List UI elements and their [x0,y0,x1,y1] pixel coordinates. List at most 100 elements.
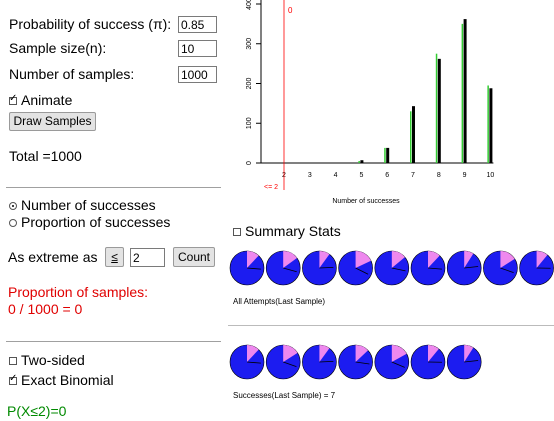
pie-marker [283,361,297,367]
two-sided-toggle[interactable]: Two-sided [9,352,85,368]
summary-stats-checkbox[interactable] [233,228,241,237]
pie-chart [410,344,446,380]
mode-proportion-option[interactable]: Proportion of successes [9,214,170,230]
pie-chart [302,344,337,380]
pie-chart [265,250,301,286]
pie-marker [246,267,261,270]
divider-1 [6,187,221,188]
x-tick-label: 10 [487,172,495,179]
x-tick-label: 3 [308,172,312,179]
histogram-bar [461,23,464,163]
pie-chart [229,250,265,286]
result-line-2: 0 / 1000 = 0 [8,301,83,317]
nsamp-label: Number of samples: [9,66,135,82]
extreme-value-input[interactable] [130,248,165,267]
x-tick-label: 5 [359,172,363,179]
pie-marker [464,266,479,269]
pie-slice [391,345,407,362]
all-attempts-caption: All Attempts(Last Sample) [233,297,326,306]
two-sided-label: Two-sided [21,352,85,368]
animate-label: Animate [21,92,73,108]
pie-marker [391,267,406,272]
pie-slice [247,251,259,268]
successes-pies [229,344,482,380]
histogram-bar [358,161,360,163]
pie-slice [247,345,259,362]
x-tick-label: 4 [334,172,338,179]
x-tick-label: 6 [385,172,389,179]
y-tick-label: 200 [246,78,253,90]
pie-chart [410,250,446,286]
nsamp-input[interactable] [178,66,217,83]
pie-slice [428,345,439,362]
size-input[interactable] [178,40,217,57]
summary-stats-label: Summary Stats [245,223,341,239]
pie-marker [500,267,514,273]
pie-marker [319,267,334,269]
pie-chart [446,250,482,286]
histogram-bar [412,106,415,163]
histogram-bar [463,19,467,164]
pie-slice [464,251,474,268]
histogram-bar [386,147,390,163]
histogram-bar [487,85,489,163]
pie-chart [229,344,265,380]
extreme-label: As extreme as [8,249,98,265]
prob-input[interactable] [178,16,217,33]
pie-slice [536,251,548,268]
pie-marker [319,361,334,363]
two-sided-checkbox[interactable] [9,357,17,366]
successes-radio[interactable] [9,202,17,211]
prob-label: Probability of success (π): [9,16,172,32]
size-label: Sample size(n): [9,40,107,56]
pie-slice [283,345,298,362]
successes-label: Number of successes [21,197,156,213]
pie-chart [302,250,337,286]
pie-body [302,344,337,380]
y-tick-label: 300 [246,38,253,50]
cutoff-value-label: <= 2 [264,184,278,191]
pie-slice [428,251,440,268]
pie-chart [265,344,301,380]
y-tick-label: 400 [246,0,253,10]
mode-successes-option[interactable]: Number of successes [9,197,156,213]
probability-text: P(X≤2)=0 [7,403,67,419]
all-attempts-pies [229,250,554,286]
pie-chart [483,250,518,286]
x-tick-label: 7 [411,172,415,179]
x-tick-label: 8 [437,172,441,179]
y-tick-label: 0 [246,161,253,165]
histogram-bar [437,58,441,164]
draw-samples-button[interactable]: Draw Samples [9,112,96,131]
pie-slice [283,251,297,268]
histogram-bar [410,111,412,163]
pie-slice [319,345,330,362]
pie-chart [446,344,482,380]
pie-chart [519,250,554,286]
total-text: Total =1000 [9,148,82,164]
proportion-radio[interactable] [9,219,17,228]
x-axis-label: Number of successes [332,198,400,205]
pie-chart [338,344,373,380]
pie-chart [374,250,410,286]
histogram-bar [384,147,386,163]
successes-caption: Successes(Last Sample) = 7 [233,391,336,400]
animate-toggle[interactable]: Animate [9,92,72,108]
pie-chart [338,250,373,286]
pie-marker [246,361,261,364]
count-button[interactable]: Count [173,247,215,267]
pie-slice [319,251,330,268]
summary-stats-toggle[interactable]: Summary Stats [233,223,341,239]
exact-binomial-checkbox[interactable] [9,373,17,386]
histogram-bar [435,53,438,163]
exact-binomial-label: Exact Binomial [21,372,114,388]
pie-slice [355,345,368,362]
pie-marker [355,267,369,275]
exact-binomial-toggle[interactable]: Exact Binomial [9,372,114,388]
y-tick-label: 100 [246,117,253,129]
pie-marker [355,361,370,365]
pie-marker [464,360,479,363]
animate-checkbox[interactable] [9,93,17,106]
histogram-bar [360,160,364,163]
operator-button[interactable]: ≤ [105,247,124,267]
